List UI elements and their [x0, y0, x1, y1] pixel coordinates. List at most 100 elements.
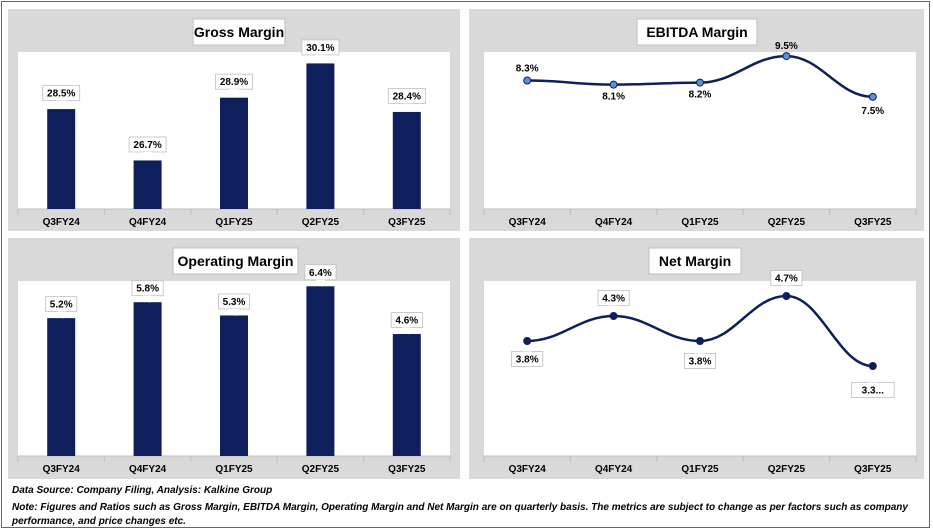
operating-margin-data-label-text: 5.8%	[136, 284, 159, 295]
net-margin-chart: Net Margin Q3FY24 Q4FY24 Q1FY25 Q2FY25 Q3FY25…	[483, 247, 917, 475]
net-margin-data-label-text: 3.8%	[516, 355, 539, 366]
net-margin-x-tick-label: Q4FY24	[595, 464, 633, 475]
ebitda-margin-plot-area	[484, 52, 916, 209]
operating-margin-bar	[133, 302, 162, 456]
gross-margin-data-label-pointer	[229, 89, 239, 97]
gross-margin-bar	[47, 109, 76, 209]
gross-margin-x-tick-label: Q3FY25	[388, 217, 426, 228]
operating-margin-chart: Operating Margin Q3FY24 Q4FY24 Q1FY25 Q2FY25…	[17, 247, 451, 475]
gross-margin-data-label-text: 28.9%	[220, 77, 248, 88]
operating-margin-x-tick-label: Q4FY24	[129, 464, 167, 475]
gross-margin-bar	[392, 111, 421, 209]
ebitda-margin-point	[868, 92, 877, 101]
ebitda-margin-data-label: 8.2%	[689, 90, 712, 101]
ebitda-margin-data-label: 7.5%	[861, 106, 884, 117]
operating-margin-title: Operating Margin	[178, 253, 294, 269]
gross-margin-data-label: 28.9%	[215, 73, 253, 97]
ebitda-margin-point	[609, 80, 618, 89]
net-margin-data-label-text: 4.3%	[602, 294, 625, 305]
net-margin-series-line	[527, 294, 873, 368]
operating-margin-bar	[392, 334, 421, 456]
net-margin-data-label-text: 3.8%	[689, 357, 712, 368]
operating-margin-panel: Operating Margin Q3FY24 Q4FY24 Q1FY25 Q2FY25…	[8, 238, 460, 479]
ebitda-margin-x-tick-label: Q4FY24	[595, 217, 633, 228]
operating-margin-data-label-pointer	[229, 308, 239, 316]
ebitda-margin-x-tick-label: Q2FY25	[768, 217, 806, 228]
ebitda-margin-title-box	[636, 18, 758, 46]
net-margin-data-label-text: 3.3...	[862, 386, 884, 397]
operating-margin-x-tick-label: Q3FY24	[43, 464, 81, 475]
gross-margin-bar	[133, 160, 162, 209]
operating-margin-data-label-pointer	[142, 295, 153, 303]
ebitda-margin-point	[696, 78, 704, 87]
operating-margin-data-label-pointer	[401, 327, 412, 335]
net-margin-data-label-pointer	[522, 344, 533, 352]
net-margin-title-box	[648, 247, 742, 275]
net-margin-title: Net Margin	[659, 253, 731, 269]
gross-margin-bar	[306, 63, 335, 209]
ebitda-margin-data-label: 9.5%	[775, 41, 798, 52]
gross-margin-x-tick-label: Q4FY24	[129, 217, 167, 228]
gross-margin-title: Gross Margin	[194, 24, 284, 40]
gross-margin-data-label-pointer	[142, 151, 153, 159]
gross-margin-title-box	[192, 18, 286, 46]
net-margin-data-label-pointer	[695, 346, 705, 354]
operating-margin-title-box	[172, 247, 299, 275]
gross-margin-data-label: 26.7%	[128, 136, 167, 159]
ebitda-margin-panel: EBITDA Margin Q3FY24 Q4FY24 Q1FY25 Q2FY25 Q3F…	[469, 9, 924, 231]
gross-margin-x-tick-label: Q1FY25	[215, 217, 253, 228]
gross-margin-data-label-text: 28.5%	[47, 89, 75, 100]
net-margin-point	[782, 292, 791, 300]
gross-margin-data-label: 28.4%	[387, 88, 426, 111]
operating-margin-data-label-text: 4.6%	[395, 316, 418, 327]
operating-margin-data-label-text: 6.4%	[309, 268, 332, 279]
net-margin-point	[609, 312, 618, 320]
gross-margin-bar	[220, 97, 248, 209]
operating-margin-x-tick-label: Q1FY25	[215, 464, 253, 475]
operating-margin-data-label: 5.3%	[217, 293, 250, 316]
ebitda-margin-point	[523, 76, 532, 85]
gross-margin-data-label-text: 30.1%	[306, 43, 334, 54]
net-margin-point	[868, 362, 877, 370]
gross-margin-data-label-pointer	[56, 100, 67, 108]
gross-margin-chart: Gross Margin Q3FY24 Q4FY24 Q1FY25 Q2FY25 Q3FY…	[17, 18, 451, 228]
operating-margin-data-label-text: 5.3%	[223, 297, 246, 308]
net-margin-x-tick-label: Q3FY25	[854, 464, 892, 475]
gross-margin-data-label-pointer	[315, 54, 326, 62]
operating-margin-bar	[47, 318, 76, 456]
operating-margin-x-tick-label: Q2FY25	[302, 464, 340, 475]
net-margin-panel: Net Margin Q3FY24 Q4FY24 Q1FY25 Q2FY25 Q3FY25…	[469, 238, 924, 479]
net-margin-data-label-pointer	[781, 285, 792, 293]
operating-margin-data-label-text: 5.2%	[50, 300, 73, 311]
operating-margin-data-label-pointer	[315, 279, 326, 287]
operating-margin-data-label: 4.6%	[390, 312, 423, 335]
net-margin-data-label: 4.7%	[770, 270, 803, 293]
net-margin-data-label-text: 4.7%	[775, 274, 798, 285]
gross-margin-data-label-pointer	[401, 103, 412, 111]
net-margin-data-label-pointer	[867, 375, 878, 383]
ebitda-margin-x-tick-label: Q3FY24	[509, 217, 547, 228]
ebitda-margin-point	[782, 52, 791, 61]
net-margin-data-label: 3.8%	[683, 346, 716, 369]
net-margin-data-label: 3.8%	[511, 344, 544, 367]
operating-margin-data-label: 6.4%	[304, 264, 337, 287]
data-source-note: Data Source: Company Filing, Analysis: K…	[12, 485, 273, 496]
ebitda-margin-data-label: 8.1%	[602, 92, 625, 103]
operating-margin-data-label-pointer	[56, 311, 67, 319]
gross-margin-x-tick-label: Q2FY25	[302, 217, 340, 228]
gross-margin-data-label: 28.5%	[42, 85, 81, 108]
net-margin-data-label-pointer	[608, 305, 619, 313]
net-margin-point	[696, 337, 704, 345]
operating-margin-bar	[306, 286, 335, 456]
ebitda-margin-x-tick-label: Q3FY25	[854, 217, 892, 228]
ebitda-margin-title: EBITDA Margin	[646, 24, 747, 40]
net-margin-x-tick-label: Q1FY25	[681, 464, 719, 475]
operating-margin-data-label: 5.2%	[45, 296, 78, 319]
gross-margin-data-label: 30.1%	[301, 39, 340, 62]
ebitda-margin-data-label: 8.3%	[516, 64, 539, 75]
gross-margin-data-label-box	[128, 136, 167, 153]
operating-margin-x-tick-label: Q3FY25	[388, 464, 426, 475]
gross-margin-x-tick-label: Q3FY24	[43, 217, 81, 228]
net-margin-point	[523, 337, 532, 345]
